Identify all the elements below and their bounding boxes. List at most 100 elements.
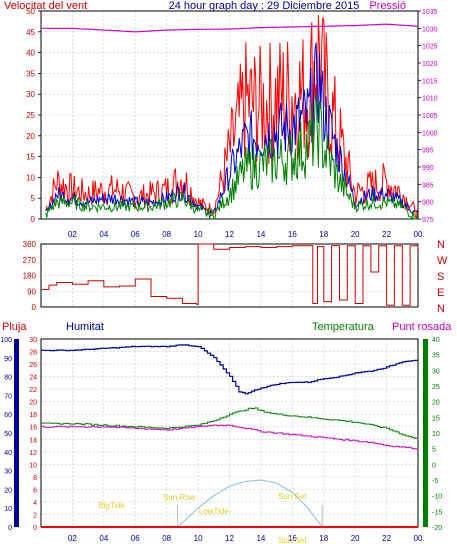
direction-tick-label: 0 xyxy=(32,303,37,312)
rain-axis-title: Pluja xyxy=(2,321,27,333)
wind-tick-label: 15 xyxy=(26,153,35,162)
pressure-tick-label: 1035 xyxy=(422,9,438,16)
temperature-tick-label: 0 xyxy=(432,462,436,469)
humidity-tick-label: 0 xyxy=(8,525,12,532)
rain-tick-label: 0 xyxy=(33,525,37,532)
wind-direction-line xyxy=(41,243,419,306)
lower-time-tick-label: 00 xyxy=(414,534,423,543)
wind-tick-label: 30 xyxy=(26,90,35,99)
temperature-tick-label: 35 xyxy=(432,353,440,360)
humidity-tick-label: 70 xyxy=(4,393,12,400)
time-tick-label: 18 xyxy=(319,230,328,239)
rain-tick-label: 2 xyxy=(33,512,37,519)
temperature-line xyxy=(41,407,419,440)
lower-time-tick-label: 20 xyxy=(351,534,360,543)
pressure-tick-label: 1000 xyxy=(422,130,438,137)
wind-tick-label: 25 xyxy=(26,111,35,120)
temperature-tick-label: 40 xyxy=(432,337,440,344)
time-tick-label: 10 xyxy=(194,230,203,239)
wind-tick-label: 45 xyxy=(26,28,35,37)
pressure-tick-label: 975 xyxy=(422,217,434,224)
temperature-tick-label: 15 xyxy=(432,415,440,422)
direction-tick-label: 90 xyxy=(27,287,36,296)
compass-label: E xyxy=(437,287,444,299)
temperature-tick-label: -20 xyxy=(432,525,442,532)
pressure-tick-label: 980 xyxy=(422,200,434,207)
direction-tick-label: 180 xyxy=(23,272,37,281)
gust-line xyxy=(45,15,418,220)
pressure-tick-label: 985 xyxy=(422,182,434,189)
time-tick-label: 14 xyxy=(256,230,265,239)
time-tick-label: 16 xyxy=(288,230,297,239)
temperature-tick-label: 10 xyxy=(432,431,440,438)
humidity-tick-label: 40 xyxy=(4,450,12,457)
compass-label: N xyxy=(437,303,445,315)
lower-time-tick-label: 12 xyxy=(225,534,234,543)
pressure-tick-label: 1010 xyxy=(422,96,438,103)
direction-plot-frame xyxy=(40,243,419,308)
rain-tick-label: 12 xyxy=(29,450,37,457)
wind-tick-label: 20 xyxy=(26,132,35,141)
rain-tick-label: 10 xyxy=(29,462,37,469)
temperature-axis-title: Temperatura xyxy=(312,321,375,333)
lower-time-tick-label: 06 xyxy=(131,534,140,543)
pressure-tick-label: 995 xyxy=(422,148,434,155)
speed-line xyxy=(45,93,418,221)
pressure-tick-label: 1005 xyxy=(422,113,438,120)
pressure-line xyxy=(41,23,419,33)
wind-tick-label: 10 xyxy=(26,173,35,182)
temperature-tick-label: 25 xyxy=(432,384,440,391)
temperature-tick-label: 20 xyxy=(432,400,440,407)
dew-point-axis-title: Punt rosada xyxy=(392,321,452,333)
time-tick-label: 08 xyxy=(162,230,171,239)
rain-tick-label: 24 xyxy=(29,375,37,382)
temperature-tick-label: -10 xyxy=(432,494,442,501)
rain-tick-label: 22 xyxy=(29,387,37,394)
humidity-tick-label: 30 xyxy=(4,469,12,476)
compass-label: N xyxy=(437,239,445,251)
tide-sun-annotation: Sun Set xyxy=(278,492,307,501)
tide-sun-annotation: Sun Set xyxy=(278,536,307,544)
lower-time-tick-label: 02 xyxy=(68,534,77,543)
pressure-tick-label: 1015 xyxy=(422,78,438,85)
pressure-tick-label: 990 xyxy=(422,165,434,172)
lower-time-tick-label: 22 xyxy=(382,534,391,543)
lower-time-tick-label: 14 xyxy=(256,534,265,543)
wind-tick-label: 0 xyxy=(31,215,36,224)
chart-title: 24 hour graph day : 29 Diciembre 2015 xyxy=(169,0,360,12)
humidity-tick-label: 20 xyxy=(4,487,12,494)
time-tick-label: 12 xyxy=(225,230,234,239)
wind-speed-axis-title: Velocitat del vent xyxy=(4,0,87,12)
humidity-axis-title: Humitat xyxy=(66,321,104,333)
humidity-line xyxy=(41,344,419,395)
humidity-axis-bar xyxy=(14,339,19,527)
pressure-tick-label: 1020 xyxy=(422,61,438,68)
rain-tick-label: 28 xyxy=(29,350,37,357)
lower-time-tick-label: 18 xyxy=(319,534,328,543)
average-line xyxy=(45,42,418,216)
time-tick-label: 00 xyxy=(414,230,423,239)
sun-elevation-curve xyxy=(177,479,323,528)
lower-time-tick-label: 04 xyxy=(99,534,108,543)
compass-label: W xyxy=(437,255,448,267)
rain-tick-label: 18 xyxy=(29,412,37,419)
humidity-tick-label: 10 xyxy=(4,506,12,513)
rain-tick-label: 6 xyxy=(33,487,37,494)
lower-time-tick-label: 08 xyxy=(162,534,171,543)
rain-tick-label: 30 xyxy=(29,337,37,344)
time-tick-label: 22 xyxy=(382,230,391,239)
tide-sun-annotation: LowTide xyxy=(199,507,229,516)
temperature-tick-label: 30 xyxy=(432,368,440,375)
wind-tick-label: 40 xyxy=(26,49,35,58)
rain-tick-label: 8 xyxy=(33,475,37,482)
tide-sun-annotation: Sun Rise xyxy=(163,493,196,502)
pressure-axis-title: Pressió xyxy=(369,0,406,12)
wind-tick-label: 5 xyxy=(31,194,36,203)
rain-tick-label: 16 xyxy=(29,425,37,432)
rain-tick-label: 4 xyxy=(33,500,37,507)
rain-tick-label: 20 xyxy=(29,400,37,407)
temperature-axis-bar xyxy=(423,339,428,527)
dew-point-line xyxy=(41,424,419,450)
